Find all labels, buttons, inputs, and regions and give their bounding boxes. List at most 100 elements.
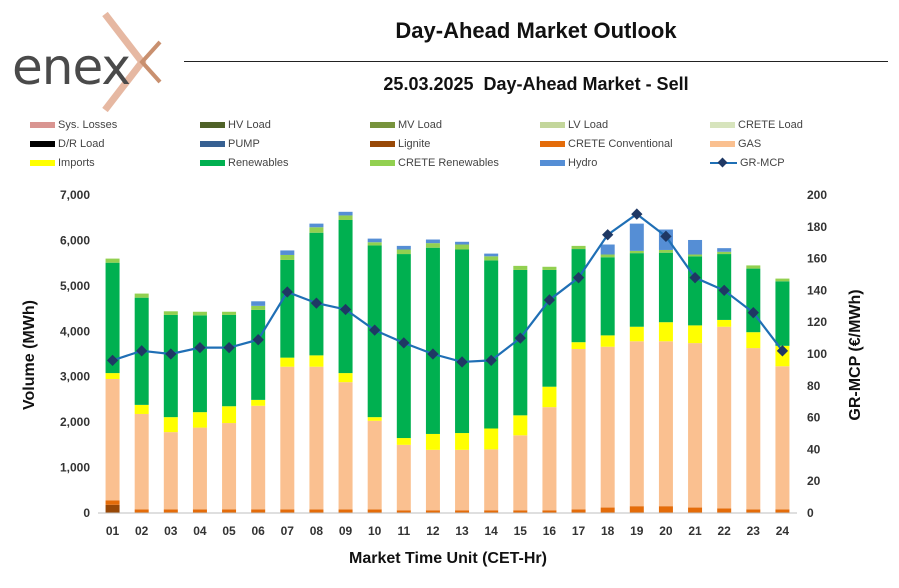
bar-segment [688,256,703,326]
x-tick-label: 12 [426,524,440,538]
bar-segment [280,254,295,260]
bar-segment [775,366,790,510]
bar-segment [571,342,586,350]
mcp-point [485,354,497,367]
legend-item: CRETE Conventional [540,138,673,150]
bar-segment [542,386,557,408]
bar-segment [280,509,295,513]
legend-swatch [710,122,735,128]
y2-tick-label: 40 [807,442,821,456]
bar-segment [629,326,644,342]
bar-segment [600,254,615,258]
x-tick-label: 01 [106,524,120,538]
bar-segment [163,314,178,418]
bar-segment [251,305,266,310]
bar-segment [513,265,528,270]
bar-segment [425,247,440,434]
bar-segment [571,249,586,343]
legend-swatch [370,141,395,147]
bar-segment [455,249,470,434]
legend-label: PUMP [228,138,260,150]
mcp-point [223,341,235,354]
bar-segment [105,262,120,374]
y2-tick-label: 60 [807,411,821,425]
bar-segment [105,500,120,505]
bar-segment [542,407,557,511]
y-tick-label: 5,000 [60,279,90,293]
bar-segment [396,249,411,255]
legend-item: Hydro [540,157,597,169]
chart-legend: Sys. Losses HV Load MV Load LV Load CRETE Lo… [30,119,870,175]
bar-segment [425,239,440,244]
bar-segment [134,293,149,298]
x-tick-label: 10 [368,524,382,538]
bar-segment [134,404,149,414]
bar-segment [746,332,761,349]
legend-item: D/R Load [30,138,104,150]
bar-segment [396,444,411,511]
bar-segment [600,244,615,255]
mcp-line [112,212,784,364]
x-tick-label: 21 [688,524,702,538]
x-tick-label: 02 [135,524,149,538]
mcp-point [572,272,585,284]
bar-segment [222,314,237,407]
bar-segment [367,509,382,513]
mcp-point [398,337,410,349]
legend-swatch [30,122,55,128]
bar-segment [629,253,644,327]
bar-segment [163,432,178,510]
bar-segment [251,301,266,306]
bar-segment [192,315,207,413]
x-tick-label: 23 [747,524,761,538]
chart-subtitle: 25.03.2025 Day-Ahead Market - Sell [383,74,689,94]
bar-segment [367,242,382,246]
legend-item: Renewables [200,157,289,169]
bar-segment [251,399,266,406]
bar-segment [542,269,557,387]
bar-segment [717,248,732,252]
bar-segment [629,250,644,254]
bar-segment [484,253,499,257]
bar-segment [163,509,178,513]
mcp-point [427,348,439,360]
bar-segment [658,252,673,323]
legend-label: LV Load [568,119,609,131]
legend-label: CRETE Renewables [398,157,499,169]
bar-segment [455,241,470,245]
legend-swatch [200,141,225,147]
mcp-point [165,348,177,360]
x-axis-title: Market Time Unit (CET-Hr) [349,550,547,567]
y-tick-label: 7,000 [60,188,90,202]
y2-tick-label: 80 [807,379,821,393]
y2-tick-label: 200 [807,188,827,202]
legend-item: GAS [710,138,761,150]
y2-tick-label: 100 [807,347,827,361]
bar-segment [571,349,586,510]
legend-swatch [540,122,565,128]
x-tick-label: 05 [222,524,236,538]
bar-segment [688,239,703,255]
bar-segment [629,223,644,251]
x-tick-label: 11 [397,524,410,538]
legend-label: CRETE Load [738,119,803,131]
bar-segment [571,245,586,250]
bar-segment [425,433,440,450]
bar-segment [425,243,440,248]
x-tick-label: 15 [514,524,528,538]
y-tick-label: 6,000 [60,233,90,247]
legend-label: Imports [58,157,95,169]
bar-segment [600,507,615,513]
x-tick-label: 08 [310,524,324,538]
x-tick-label: 06 [252,524,266,538]
enex-logo: enex [12,11,162,113]
y-tick-label: 2,000 [60,415,90,429]
legend-item: PUMP [200,138,260,150]
bar-segment [134,509,149,513]
x-tick-label: 07 [281,524,295,538]
bar-segment [513,435,528,511]
bar-segment [222,423,237,510]
bar-segment [484,256,499,261]
bar-segment [134,413,149,510]
bar-segment [367,417,382,421]
